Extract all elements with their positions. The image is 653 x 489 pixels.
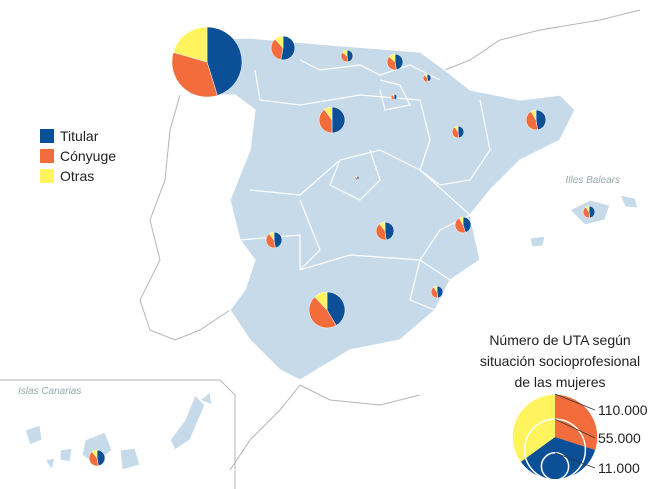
pie-slice [308,296,337,329]
pie-slice [270,38,284,61]
pie-slice [588,205,596,219]
pie-slice [265,233,276,249]
pie-slice [433,285,438,293]
pie-slice [530,109,537,121]
leader-line [554,418,596,439]
pie-slice [88,451,99,467]
place-label: Islas Canarias [18,386,81,397]
pie-slice [585,205,590,213]
size-legend-title: situación socioprofesional [480,353,640,369]
pie-slice [391,93,395,98]
pie-slice [342,49,348,57]
pie-slice [324,106,333,121]
legend: Titular Cónyuge Otras [40,128,116,184]
legend-swatch [40,129,54,143]
legend-label: Otras [60,168,94,184]
pie-slice [535,109,547,131]
pies [88,26,596,467]
pie-slice [318,109,333,134]
pie-slice [355,175,358,179]
pie-slice [331,106,346,134]
pie-slice [173,26,208,63]
pie-slice [525,111,538,131]
leader-line [554,452,596,469]
pie-slice [280,35,296,61]
size-label: 11.000 [598,460,640,476]
legend-swatch [40,149,54,163]
sample-slice [555,394,598,451]
pie-slice [457,125,465,139]
pie-slice [424,73,428,79]
pie-slice [273,231,283,249]
pie-slice [454,125,459,133]
pie-slice [346,49,354,63]
pie-slice [379,221,386,232]
size-label: 55.000 [598,430,641,446]
pie-slice [388,53,396,63]
pie-slice [268,231,275,241]
pie-slice [206,26,243,96]
basemap [0,9,641,489]
leader-line [554,393,596,411]
pie-slice [314,291,328,311]
legend-swatch [40,169,54,183]
sample-slice [520,437,596,480]
legend-label: Titular [60,128,99,144]
pie-slice [386,56,397,71]
pie-slice [384,221,395,241]
size-circle [540,452,570,481]
pie-slice [96,449,106,467]
pie-slice [458,216,464,226]
pie-slice [462,216,472,233]
size-legend: Número de UTA según situación socioprofes… [480,332,648,481]
pie-slice [454,217,466,234]
legend-label: Cónyuge [60,148,116,164]
pie-slice [394,53,404,71]
pie-slice [91,449,98,459]
size-legend-title: Número de UTA según [489,332,630,348]
pie-slice [171,52,218,98]
pie-slice [274,35,284,49]
place-label: Illes Balears [566,175,620,186]
pie-slice [375,223,387,241]
size-label: 110.000 [598,402,648,418]
pie-slice [436,285,444,299]
size-legend-title: de las mujeres [514,374,605,390]
